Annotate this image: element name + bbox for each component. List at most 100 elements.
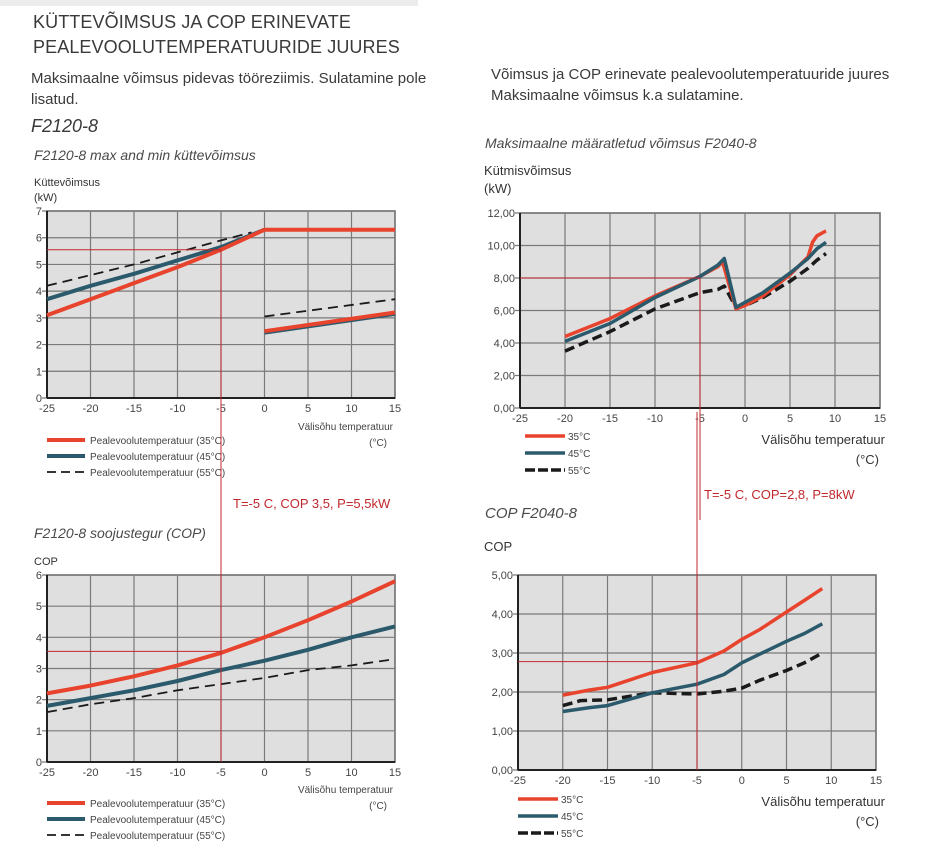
chart-f2040_power: -25 -20 -15 -10 -5 0 5 10 150,002,004,006,008,00… — [487, 208, 886, 520]
chart-title-f2040-cop: COP F2040-8 — [485, 505, 577, 522]
x-tick-label: 10 — [829, 413, 841, 425]
x-tick-label: 10 — [345, 403, 357, 415]
y-tick-label: 4,00 — [494, 338, 515, 350]
y-tick-label: 1,00 — [492, 726, 513, 738]
x-tick-label: -25 — [512, 413, 528, 425]
y-tick-label: 1 — [36, 366, 42, 378]
x-tick-label: 15 — [389, 767, 401, 779]
y-tick-label: 12,00 — [487, 208, 515, 220]
legend-label-35: Pealevoolutemperatuur (35°C) — [90, 799, 225, 810]
series-line-35 — [46, 227, 395, 318]
x-tick-label: -15 — [126, 767, 142, 779]
y-tick-label: 1 — [36, 726, 42, 738]
model-title-left: F2120-8 — [31, 116, 99, 136]
description-right: Võimsus ja COP erinevate pealevoolutempe… — [491, 66, 890, 104]
ylabel-f2120-cop: COP — [34, 556, 58, 568]
x-axis-unit: (°C) — [369, 801, 387, 812]
x-tick-label: 0 — [261, 403, 267, 415]
legend-label-35: 35°C — [561, 795, 583, 806]
y-tick-label: 7 — [36, 206, 42, 218]
chart-title-f2120-power: F2120-8 max and min küttevõimsus — [34, 147, 256, 163]
legend-label-45: Pealevoolutemperatuur (45°C) — [90, 452, 225, 463]
y-tick-label: 6,00 — [494, 306, 515, 318]
legend-label-55: Pealevoolutemperatuur (55°C) — [90, 831, 225, 842]
y-tick-label: 3,00 — [492, 648, 513, 660]
y-tick-label: 10,00 — [487, 241, 515, 253]
page-title: KÜTTEVÕIMSUS JA COP ERINEVATE PEALEVOOLU… — [33, 12, 400, 57]
y-tick-label: 4 — [36, 632, 42, 644]
x-tick-label: -10 — [170, 403, 186, 415]
x-tick-label: 5 — [787, 413, 793, 425]
y-tick-label: 0,00 — [492, 765, 513, 777]
y-tick-label: 4 — [36, 286, 42, 298]
x-axis-label: Välisõhu temperatuur — [761, 794, 885, 809]
y-tick-label: 2,00 — [492, 687, 513, 699]
x-tick-label: 0 — [742, 413, 748, 425]
description-left: Maksimaalne võimsus pidevas tööreziimis.… — [31, 70, 427, 108]
y-tick-label: 2,00 — [494, 371, 515, 383]
x-tick-label: -25 — [39, 767, 55, 779]
x-tick-label: 0 — [261, 767, 267, 779]
x-tick-label: -10 — [647, 413, 663, 425]
y-tick-label: 0 — [36, 393, 42, 405]
x-tick-label: 15 — [874, 413, 886, 425]
x-tick-label: -20 — [83, 403, 99, 415]
x-tick-label: -5 — [692, 775, 702, 787]
x-tick-label: 0 — [739, 775, 745, 787]
x-tick-label: -15 — [600, 775, 616, 787]
chart-title-f2040-power: Maksimaalne määratletud võimsus F2040-8 — [485, 135, 757, 151]
series-line-35 — [562, 587, 824, 697]
x-tick-label: 10 — [345, 767, 357, 779]
y-tick-label: 6 — [36, 570, 42, 582]
x-tick-label: -5 — [216, 767, 226, 779]
y-tick-label: 4,00 — [492, 609, 513, 621]
y-tick-label: 5 — [36, 601, 42, 613]
x-tick-label: -15 — [602, 413, 618, 425]
x-tick-label: -10 — [170, 767, 186, 779]
chart-title-f2120-cop: F2120-8 soojustegur (COP) — [34, 525, 206, 541]
y-tick-label: 3 — [36, 313, 42, 325]
series-line-55 — [562, 651, 824, 708]
legend-label-35: Pealevoolutemperatuur (35°C) — [90, 436, 225, 447]
series-line-35 — [264, 310, 396, 334]
x-tick-label: -20 — [83, 767, 99, 779]
x-tick-label: -20 — [557, 413, 573, 425]
chart-f2040_cop: -25 -20 -15 -10 -5 0 5 10 15 0,00 1,00 2,00 3,00 4,00… — [492, 412, 886, 840]
series-line-55 — [264, 298, 396, 318]
x-tick-label: -25 — [39, 403, 55, 415]
x-tick-label: 15 — [389, 403, 401, 415]
series-line-45 — [562, 622, 824, 714]
y-tick-label: 0 — [36, 757, 42, 769]
y-tick-label: 2 — [36, 340, 42, 352]
y-tick-label: 8,00 — [494, 273, 515, 285]
x-tick-label: 5 — [783, 775, 789, 787]
x-tick-label: -20 — [555, 775, 571, 787]
legend-label-45: 45°C — [568, 449, 590, 460]
x-axis-unit: (°C) — [369, 438, 387, 449]
x-axis-unit: (°C) — [856, 452, 879, 467]
legend-label-45: 45°C — [561, 812, 583, 823]
series-line-45 — [564, 240, 828, 344]
x-tick-label: 5 — [305, 767, 311, 779]
x-tick-label: 5 — [305, 403, 311, 415]
ylabel-f2040-power: Kütmisvõimsus (kW) — [484, 163, 572, 196]
legend-label-35: 35°C — [568, 432, 590, 443]
x-axis-label: Välisõhu temperatuur — [761, 432, 885, 447]
x-tick-label: -25 — [510, 775, 526, 787]
annotation-left: T=-5 C, COP 3,5, P=5,5kW — [233, 496, 391, 511]
y-tick-label: 5,00 — [492, 570, 513, 582]
ylabel-f2040-cop: COP — [484, 539, 513, 554]
chart-f2120_cop: -25 -20 -15 -10 -5 0 5 10 15 0 1 2 3 4 5 6 Välisõhu temp… — [36, 412, 401, 842]
y-tick-label: 0,00 — [494, 403, 515, 415]
y-tick-label: 2 — [36, 695, 42, 707]
legend-label-55: 55°C — [568, 466, 590, 477]
y-tick-label: 5 — [36, 259, 42, 271]
series-line-55 — [46, 231, 252, 287]
y-tick-label: 3 — [36, 664, 42, 676]
x-axis-label: Välisõhu temperatuur — [298, 785, 394, 796]
y-tick-label: 6 — [36, 233, 42, 245]
x-tick-label: 15 — [870, 775, 882, 787]
x-tick-label: -10 — [644, 775, 660, 787]
